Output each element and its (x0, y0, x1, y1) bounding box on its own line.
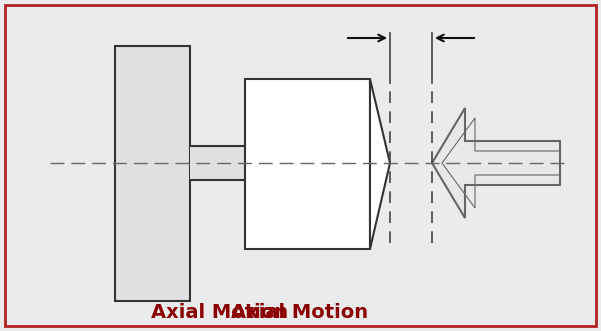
Bar (245, 79, 370, 249)
Text: Axial Motion: Axial Motion (231, 304, 368, 322)
Bar (115, 46, 190, 301)
Bar (190, 146, 245, 180)
Text: Axial Motion: Axial Motion (151, 304, 288, 322)
Polygon shape (432, 108, 560, 218)
Polygon shape (370, 79, 390, 249)
